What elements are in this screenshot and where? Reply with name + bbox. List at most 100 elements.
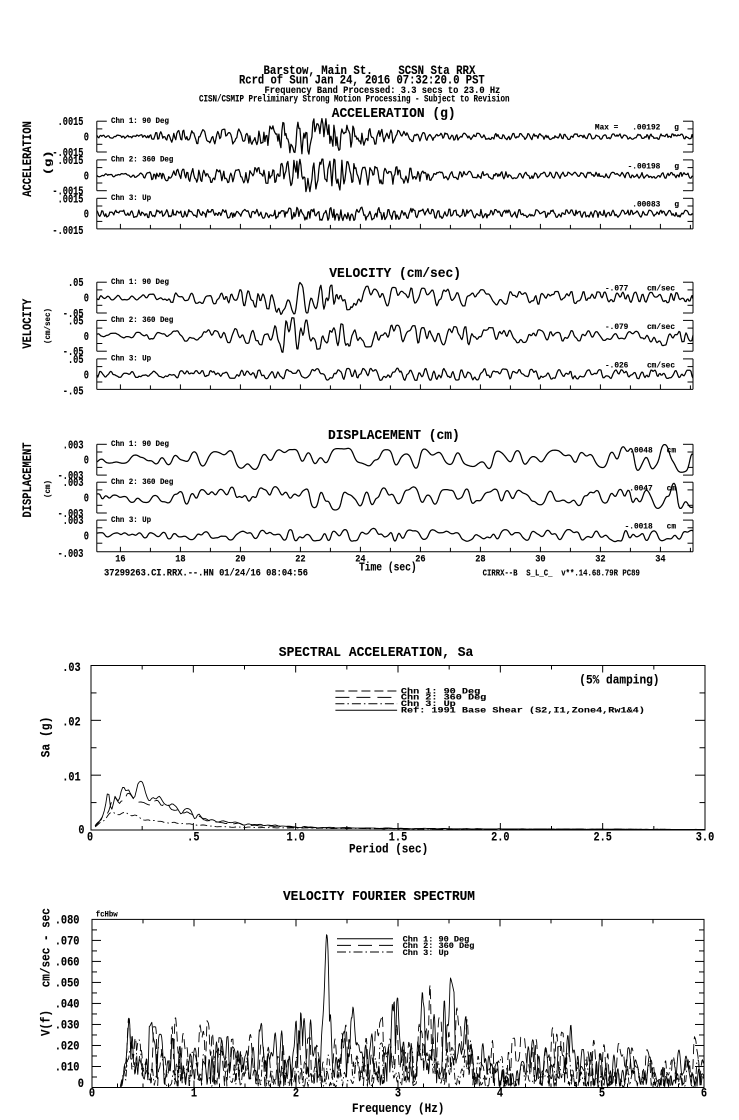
svg-text:Chn 2: 360 Deg: Chn 2: 360 Deg: [111, 478, 174, 487]
svg-text:(g): (g): [43, 150, 55, 175]
svg-text:Chn 1: 90 Deg: Chn 1: 90 Deg: [111, 278, 169, 287]
svg-text:DISPLACEMENT: DISPLACEMENT: [21, 442, 35, 517]
svg-text:16: 16: [115, 554, 125, 566]
svg-text:.020: .020: [55, 1038, 80, 1053]
svg-text:18: 18: [175, 554, 185, 566]
svg-text:0: 0: [78, 823, 84, 838]
svg-text:Period (sec): Period (sec): [349, 842, 428, 857]
svg-text:.010: .010: [55, 1059, 80, 1074]
svg-text:.040: .040: [55, 996, 80, 1011]
svg-text:Chn 1: 90 Deg: Chn 1: 90 Deg: [401, 686, 480, 696]
svg-text:0: 0: [78, 1076, 84, 1091]
svg-text:-.05: -.05: [63, 307, 84, 321]
svg-text:.05: .05: [68, 314, 84, 328]
svg-text:Chn 3: Up: Chn 3: Up: [401, 699, 456, 709]
svg-text:1: 1: [191, 1086, 197, 1101]
svg-text:Chn 1: 90 Deg: Chn 1: 90 Deg: [111, 440, 169, 449]
svg-text:20: 20: [235, 554, 245, 566]
svg-text:VELOCITY FOURIER SPECTRUM: VELOCITY FOURIER SPECTRUM: [283, 889, 475, 905]
svg-text:0: 0: [84, 169, 89, 183]
svg-text:2: 2: [293, 1086, 299, 1101]
svg-text:Chn 3: Up: Chn 3: Up: [111, 355, 151, 364]
svg-text:Chn 2: 360 Deg: Chn 2: 360 Deg: [111, 316, 174, 325]
svg-text:-.003: -.003: [58, 469, 84, 483]
svg-text:2.5: 2.5: [593, 830, 612, 845]
svg-text:(5% damping): (5% damping): [579, 673, 659, 688]
svg-text:-.00198 g: -.00198 g: [628, 162, 679, 171]
svg-text:.01: .01: [62, 769, 81, 784]
svg-text:.05: .05: [68, 276, 84, 290]
svg-text:28: 28: [475, 554, 485, 566]
svg-text:Chn 2: 360 Deg: Chn 2: 360 Deg: [401, 693, 486, 703]
svg-text:SPECTRAL ACCELERATION, Sa: SPECTRAL ACCELERATION, Sa: [279, 645, 474, 661]
svg-text:.00083 g: .00083 g: [632, 201, 679, 210]
svg-text:ACCELERATION: ACCELERATION: [21, 121, 35, 197]
svg-text:VELOCITY (cm/sec): VELOCITY (cm/sec): [329, 266, 461, 282]
svg-text:Chn 3: Up: Chn 3: Up: [403, 948, 449, 958]
svg-text:.003: .003: [63, 514, 84, 528]
svg-text:Rcrd of Sun Jan 24, 2016 07:32: Rcrd of Sun Jan 24, 2016 07:32:20.0 PST: [239, 72, 485, 87]
svg-text:.03: .03: [62, 660, 81, 675]
svg-text:.003: .003: [63, 438, 84, 452]
svg-text:6: 6: [701, 1086, 707, 1101]
svg-text:5: 5: [599, 1086, 605, 1101]
svg-text:CISN/CSMIP Preliminary Strong: CISN/CSMIP Preliminary Strong Motion Pro…: [199, 94, 510, 106]
svg-text:VELOCITY: VELOCITY: [21, 298, 35, 348]
svg-text:22: 22: [295, 554, 305, 566]
svg-text:Frequency Band Processed: 3.3: Frequency Band Processed: 3.3 secs to 23…: [265, 85, 501, 97]
svg-text:0: 0: [84, 454, 89, 468]
svg-text:-.0015: -.0015: [52, 146, 83, 160]
svg-text:-.003: -.003: [58, 507, 84, 521]
svg-text:Barstow, Main St. SCSN Sta: Barstow, Main St. SCSN Sta RRX: [264, 63, 476, 78]
svg-text:0: 0: [84, 368, 89, 382]
svg-text:Sa (g): Sa (g): [39, 717, 54, 758]
svg-text:0: 0: [87, 830, 93, 845]
svg-text:.030: .030: [55, 1017, 80, 1032]
svg-text:3.0: 3.0: [696, 830, 715, 845]
svg-text:-.0018 cm: -.0018 cm: [625, 523, 676, 532]
svg-text:34: 34: [655, 554, 665, 566]
svg-text:Frequency (Hz): Frequency (Hz): [352, 1101, 444, 1115]
svg-text:cm/sec - sec: cm/sec - sec: [39, 908, 54, 987]
svg-text:-.05: -.05: [63, 345, 84, 359]
svg-text:Chn 1: 90 Deg: Chn 1: 90 Deg: [403, 935, 470, 945]
svg-text:Chn 2: 360 Deg: Chn 2: 360 Deg: [403, 941, 475, 951]
svg-text:37299263.CI.RRX.--.HN 01/24/16: 37299263.CI.RRX.--.HN 01/24/16 08:04:56: [104, 568, 308, 580]
svg-text:30: 30: [535, 554, 545, 566]
svg-text:.0015: .0015: [58, 154, 84, 168]
svg-text:1.0: 1.0: [286, 830, 305, 845]
svg-text:-.003: -.003: [58, 547, 84, 561]
svg-text:-.0015: -.0015: [52, 224, 83, 238]
svg-text:24: 24: [355, 554, 365, 566]
svg-text:Chn 1: 90 Deg: Chn 1: 90 Deg: [111, 117, 169, 126]
svg-text:V(f): V(f): [39, 1010, 54, 1036]
svg-text:-.05: -.05: [63, 384, 84, 398]
svg-text:CIRRX--B S_L_C_ v**.14.68.79: CIRRX--B S_L_C_ v**.14.68.79R PC89: [483, 569, 640, 579]
svg-text:26: 26: [415, 554, 425, 566]
svg-text:0: 0: [84, 330, 89, 344]
svg-text:0: 0: [84, 131, 89, 145]
svg-text:0: 0: [89, 1086, 95, 1101]
svg-text:DISPLACEMENT (cm): DISPLACEMENT (cm): [328, 428, 460, 444]
svg-text:ACCELERATION (g): ACCELERATION (g): [332, 106, 456, 122]
svg-text:-.026 cm/sec: -.026 cm/sec: [605, 360, 675, 370]
svg-text:.02: .02: [62, 715, 81, 730]
svg-text:.050: .050: [55, 975, 80, 990]
svg-text:(cm/sec): (cm/sec): [43, 308, 53, 344]
svg-text:.070: .070: [55, 933, 80, 948]
svg-text:.05: .05: [68, 353, 84, 367]
svg-text:1.5: 1.5: [389, 830, 408, 845]
svg-text:32: 32: [595, 554, 605, 566]
svg-text:2.0: 2.0: [491, 830, 510, 845]
svg-text:-.077 cm/sec: -.077 cm/sec: [605, 284, 675, 294]
svg-text:0: 0: [84, 492, 89, 506]
svg-text:0: 0: [84, 292, 89, 306]
svg-text:Time (sec): Time (sec): [359, 561, 417, 575]
svg-text:(cm): (cm): [43, 480, 53, 498]
svg-text:Max = .00192 g: Max = .00192 g: [595, 124, 679, 133]
svg-text:-.0015: -.0015: [52, 185, 83, 199]
svg-text:0: 0: [84, 530, 89, 544]
svg-text:.0048 cm: .0048 cm: [629, 447, 676, 456]
svg-text:Ref: 1991 Base Shear (S2,I1,Zo: Ref: 1991 Base Shear (S2,I1,Zone4,Rw1&4): [401, 706, 645, 716]
svg-text:.003: .003: [63, 476, 84, 490]
